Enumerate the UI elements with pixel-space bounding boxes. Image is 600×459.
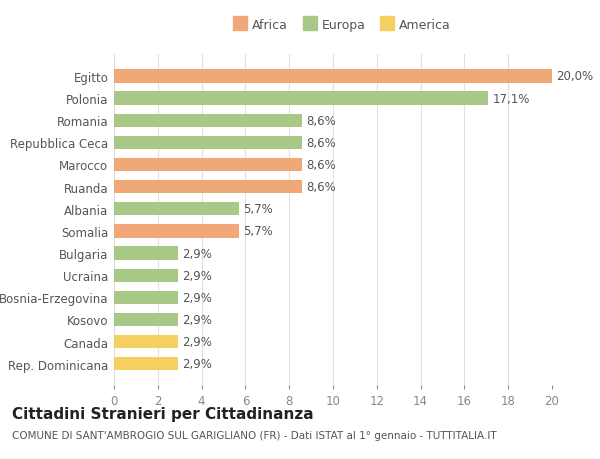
Bar bbox=[114, 70, 552, 84]
Text: 2,9%: 2,9% bbox=[182, 313, 212, 326]
Bar bbox=[114, 158, 302, 172]
Text: 2,9%: 2,9% bbox=[182, 291, 212, 304]
Text: Cittadini Stranieri per Cittadinanza: Cittadini Stranieri per Cittadinanza bbox=[12, 406, 314, 421]
Legend: Africa, Europa, America: Africa, Europa, America bbox=[229, 16, 455, 36]
Text: 2,9%: 2,9% bbox=[182, 269, 212, 282]
Text: 8,6%: 8,6% bbox=[307, 136, 337, 150]
Bar bbox=[114, 180, 302, 194]
Bar bbox=[114, 225, 239, 238]
Text: 2,9%: 2,9% bbox=[182, 358, 212, 370]
Bar bbox=[114, 202, 239, 216]
Text: COMUNE DI SANT'AMBROGIO SUL GARIGLIANO (FR) - Dati ISTAT al 1° gennaio - TUTTITA: COMUNE DI SANT'AMBROGIO SUL GARIGLIANO (… bbox=[12, 431, 497, 441]
Text: 2,9%: 2,9% bbox=[182, 247, 212, 260]
Text: 20,0%: 20,0% bbox=[556, 70, 593, 83]
Text: 8,6%: 8,6% bbox=[307, 114, 337, 128]
Text: 8,6%: 8,6% bbox=[307, 181, 337, 194]
Bar bbox=[114, 291, 178, 304]
Text: 5,7%: 5,7% bbox=[243, 225, 273, 238]
Bar bbox=[114, 92, 488, 106]
Bar bbox=[114, 269, 178, 282]
Bar bbox=[114, 313, 178, 326]
Text: 8,6%: 8,6% bbox=[307, 159, 337, 172]
Text: 17,1%: 17,1% bbox=[493, 92, 530, 105]
Bar bbox=[114, 357, 178, 370]
Bar bbox=[114, 136, 302, 150]
Bar bbox=[114, 335, 178, 348]
Bar bbox=[114, 247, 178, 260]
Bar bbox=[114, 114, 302, 128]
Text: 5,7%: 5,7% bbox=[243, 203, 273, 216]
Text: 2,9%: 2,9% bbox=[182, 336, 212, 348]
